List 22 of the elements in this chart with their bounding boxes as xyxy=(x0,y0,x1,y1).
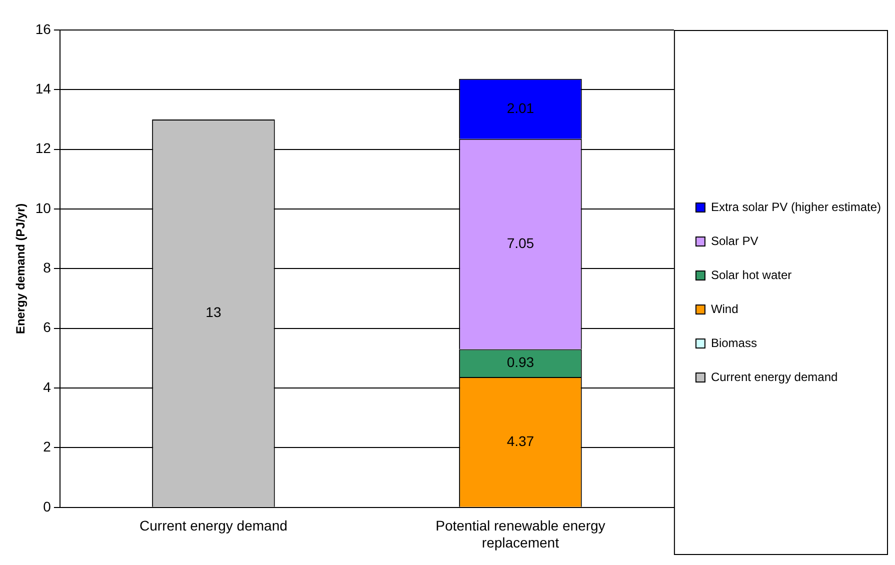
legend-label: Solar PV xyxy=(710,234,758,248)
y-tick-label: 8 xyxy=(43,260,52,276)
y-axis-title: Energy demand (PJ/yr) xyxy=(14,203,28,334)
y-tick-label: 12 xyxy=(35,140,52,156)
legend-label: Extra solar PV (higher estimate) xyxy=(710,200,882,214)
y-tick-label: 10 xyxy=(35,200,52,216)
y-tick-label: 6 xyxy=(43,319,52,336)
legend-label: Current energy demand xyxy=(710,370,838,384)
y-tick-label: 4 xyxy=(43,378,52,395)
legend-label: Wind xyxy=(710,302,738,316)
legend-label: Solar hot water xyxy=(710,268,792,282)
data-label: 4.37 xyxy=(506,432,534,449)
legend-label: Biomass xyxy=(710,336,757,350)
y-tick-label: 14 xyxy=(35,80,52,97)
data-label: 13 xyxy=(206,304,222,320)
y-tick-label: 16 xyxy=(35,20,52,37)
y-tick-label: 2 xyxy=(43,438,52,455)
y-tick-label: 0 xyxy=(43,498,52,514)
data-label: 2.01 xyxy=(506,100,534,116)
x-tick-label: Potential renewable energy replacement xyxy=(436,518,606,550)
data-label: 7.05 xyxy=(506,234,534,251)
data-label: 0.93 xyxy=(506,354,534,370)
